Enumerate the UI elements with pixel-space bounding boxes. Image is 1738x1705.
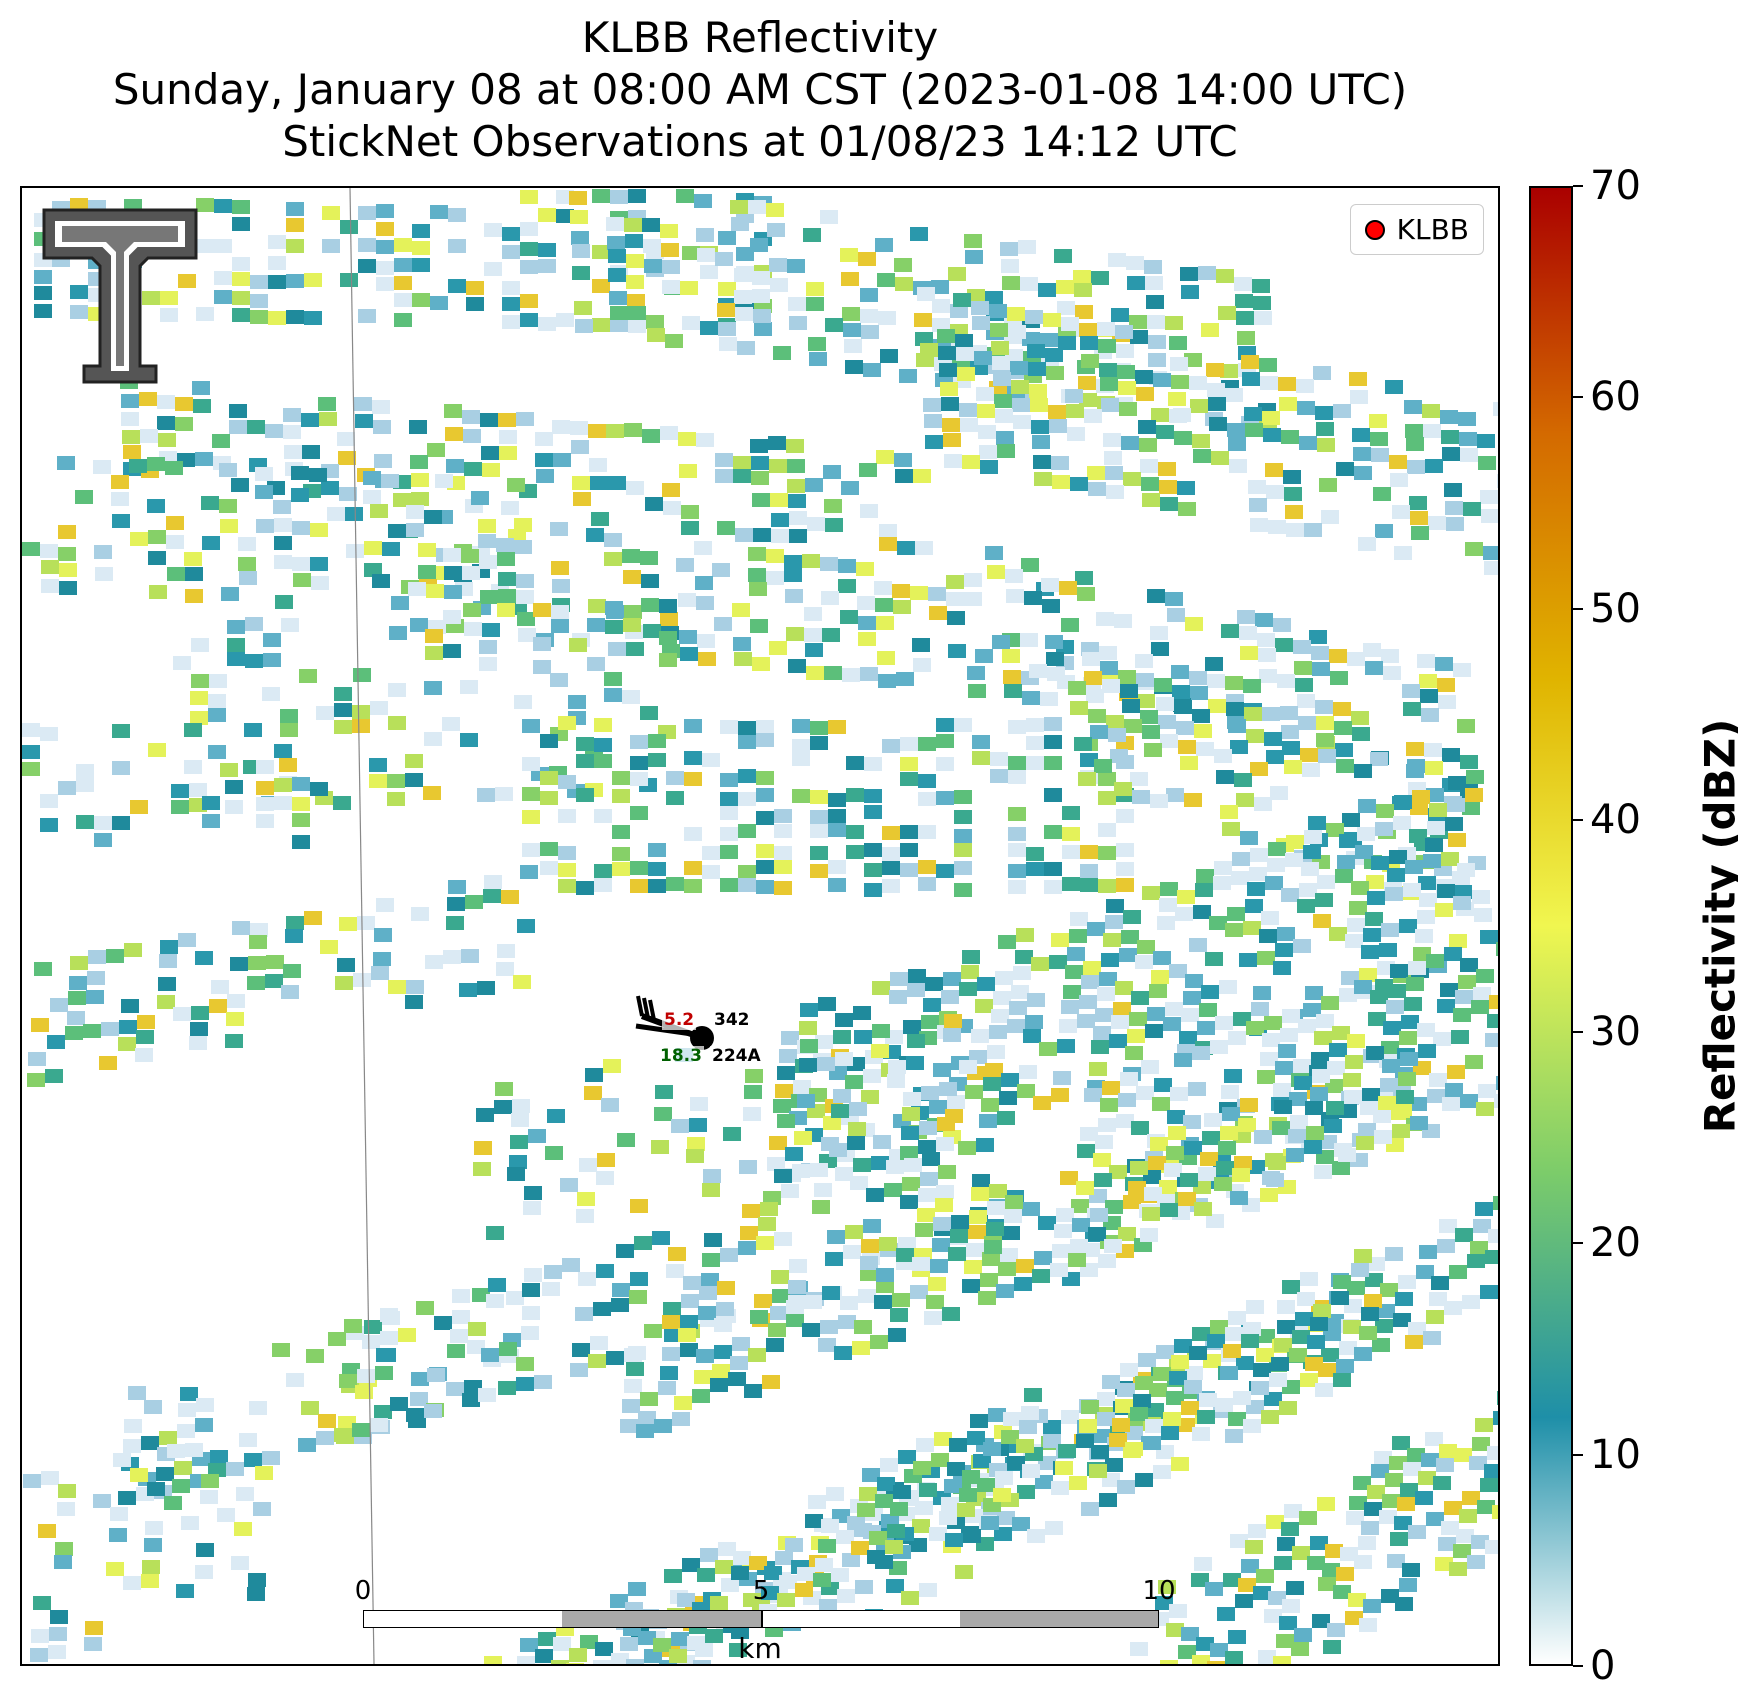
colorbar-tick-label: 40 [1590,797,1641,844]
legend: KLBB [1349,204,1484,255]
station-id: 342 [712,1010,752,1030]
station-id-secondary: 224A [710,1046,763,1066]
colorbar-tick-label: 50 [1590,585,1641,632]
colorbar-tick [1573,185,1583,187]
colorbar-tick-label: 20 [1590,1220,1641,1267]
colorbar-tick-label: 10 [1590,1431,1641,1478]
colorbar-label: Reflectivity (dBZ) [1695,718,1738,1134]
colorbar-tick-label: 30 [1590,1008,1641,1055]
scale-label-10: 10 [1142,1576,1176,1606]
colorbar-tick [1573,396,1583,399]
radar-map[interactable]: KLBB 5.2 342 18.3 224A [20,186,1500,1666]
legend-label: KLBB [1396,213,1469,246]
station-temp: 5.2 [662,1010,697,1030]
station-plot [635,995,714,1050]
chart-title: KLBB Reflectivity [581,13,939,62]
colorbar-tick [1573,1242,1583,1245]
texas-tech-double-t-logo [42,208,198,384]
klbb-marker-icon [1364,219,1385,240]
colorbar-tick [1573,607,1583,610]
station-dewpoint: 18.3 [658,1046,704,1066]
colorbar-tick [1573,819,1583,822]
scale-unit: km [738,1632,782,1665]
colorbar [1529,186,1573,1666]
scale-label-0: 0 [354,1576,372,1606]
chart-subtitle-time: Sunday, January 08 at 08:00 AM CST (2023… [112,65,1408,114]
chart-subtitle-obs: StickNet Observations at 01/08/23 14:12 … [282,117,1238,166]
scale-label-5: 5 [752,1576,770,1606]
colorbar-tick [1573,1453,1583,1456]
colorbar-tick-label: 70 [1590,163,1641,209]
reflectivity-field [22,188,1498,1664]
colorbar-tick [1573,1030,1583,1033]
colorbar-tick [1573,1665,1583,1667]
colorbar-tick-label: 0 [1590,1643,1616,1689]
reflectivity-texture [22,189,1498,1664]
colorbar-tick-label: 60 [1590,374,1641,421]
county-boundary [349,188,375,1664]
